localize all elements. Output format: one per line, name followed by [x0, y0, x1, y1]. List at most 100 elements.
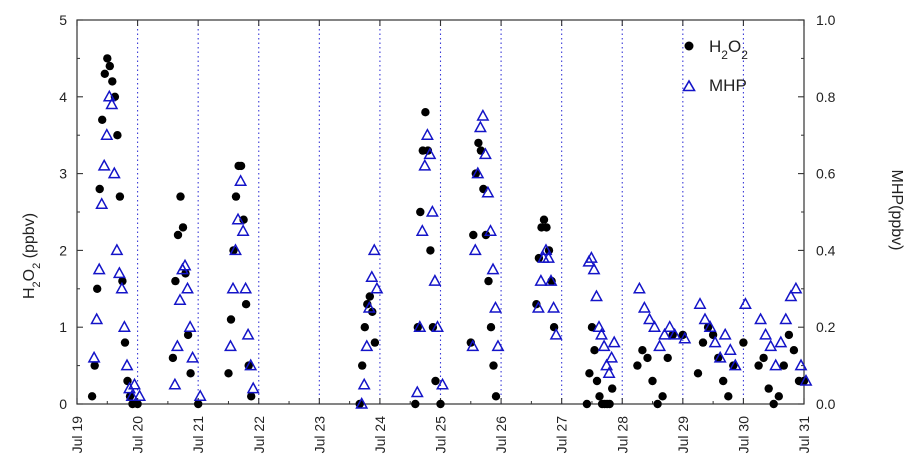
- h2o2-point: [779, 361, 788, 370]
- mhp-point: [484, 224, 497, 236]
- h2o2-point: [585, 369, 594, 378]
- h2o2-point: [595, 392, 604, 401]
- mhp-point: [178, 258, 192, 271]
- y-tick-label-left: 3: [59, 166, 67, 182]
- mhp-point: [241, 327, 255, 340]
- mhp-point: [643, 312, 656, 325]
- h2o2-point: [120, 338, 130, 347]
- mhp-point: [658, 327, 672, 340]
- x-tick-label: Jul 29: [675, 416, 691, 454]
- h2o2-point: [484, 276, 493, 286]
- x-tick-label: Jul 24: [372, 416, 388, 454]
- h2o2-point: [90, 361, 99, 370]
- mhp-point: [600, 358, 614, 371]
- mhp-point: [539, 243, 553, 256]
- plot-border: [76, 19, 805, 405]
- mhp-point: [703, 320, 717, 332]
- mhp-point: [592, 320, 606, 332]
- mhp-point: [531, 300, 545, 313]
- h2o2-point: [421, 108, 430, 117]
- h2o2-point: [474, 138, 483, 148]
- mhp-point: [471, 166, 485, 179]
- mhp-point: [370, 281, 384, 294]
- h2o2-point: [605, 399, 614, 409]
- mhp-point: [534, 274, 548, 286]
- mhp-point: [481, 185, 495, 198]
- h2o2-point: [648, 376, 657, 386]
- mhp-point: [723, 343, 737, 355]
- h2o2-point: [171, 276, 180, 286]
- y-tick-label-left: 4: [59, 89, 67, 105]
- x-tick-label: Jul 23: [311, 416, 327, 454]
- mhp-point: [718, 327, 732, 340]
- mhp-point: [110, 243, 124, 256]
- mhp-point: [713, 350, 727, 363]
- h2o2-point: [638, 346, 647, 355]
- h2o2-point: [118, 276, 127, 286]
- h2o2-point: [608, 384, 617, 393]
- mhp-point: [173, 293, 187, 306]
- mhp-point: [186, 350, 200, 363]
- mhp-point: [799, 373, 813, 386]
- mhp-point: [466, 339, 480, 352]
- mhp-point: [774, 335, 788, 348]
- h2o2-point: [95, 184, 104, 194]
- h2o2-point: [491, 392, 501, 401]
- mhp-point: [607, 335, 621, 348]
- mhp-point: [410, 385, 424, 398]
- mhp-point: [360, 339, 374, 352]
- y-tick-label-left: 5: [59, 12, 67, 28]
- y-tick-label-right: 0.0: [816, 396, 836, 412]
- mhp-point: [362, 300, 376, 313]
- h2o2-point: [653, 399, 662, 409]
- mhp-point: [133, 389, 147, 402]
- legend: H2O2 MHP: [682, 37, 748, 95]
- h2o2-point: [724, 392, 733, 401]
- h2o2-point: [365, 292, 374, 301]
- h2o2-point: [178, 223, 188, 232]
- mhp-point: [244, 358, 258, 371]
- h2o2-point: [247, 392, 256, 401]
- h2o2-point: [103, 54, 112, 63]
- h2o2-point: [759, 353, 768, 363]
- mhp-point: [637, 300, 651, 313]
- mhp-point: [590, 289, 603, 302]
- h2o2-point: [663, 353, 672, 363]
- h2o2-point: [108, 77, 117, 86]
- mhp-point: [653, 339, 667, 352]
- mhp-point: [547, 300, 561, 313]
- legend-mhp-label: MHP: [709, 76, 747, 95]
- mhp-point: [789, 281, 803, 294]
- mhp-point: [87, 350, 101, 363]
- h2o2-point: [789, 346, 799, 355]
- mhp-point: [128, 377, 141, 390]
- mhp-point: [663, 320, 677, 332]
- y-axis-title-left: H2O2 (ppbv): [21, 213, 43, 299]
- mhp-point: [183, 320, 197, 332]
- mhp-point: [413, 320, 427, 332]
- mhp-point: [365, 270, 379, 283]
- mhp-point: [102, 89, 116, 102]
- mhp-point: [784, 289, 798, 302]
- h2o2-point: [784, 330, 794, 340]
- mhp-point: [239, 281, 253, 294]
- h2o2-point: [698, 338, 708, 347]
- mhp-point: [100, 128, 114, 140]
- mhp-point: [92, 262, 106, 275]
- mhp-point: [170, 339, 184, 352]
- h2o2-point: [370, 338, 380, 347]
- h2o2-point: [658, 392, 667, 401]
- mhp-point: [698, 312, 712, 325]
- y-tick-label-right: 0.4: [816, 242, 836, 258]
- mhp-point: [120, 358, 134, 371]
- mhp-point: [229, 243, 242, 256]
- mhp-point: [595, 327, 608, 340]
- h2o2-point: [236, 161, 246, 171]
- mhp-point: [95, 197, 109, 210]
- h2o2-point: [115, 192, 125, 201]
- mhp-point: [491, 339, 505, 352]
- legend-h2o2-marker: [684, 41, 694, 51]
- x-tick-label: Jul 26: [493, 416, 509, 454]
- mhp-point: [486, 262, 500, 275]
